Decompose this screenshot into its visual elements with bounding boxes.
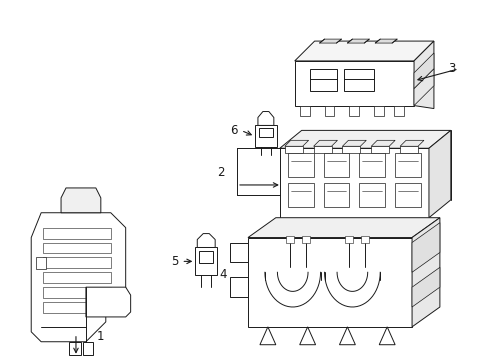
Polygon shape bbox=[300, 105, 310, 116]
Polygon shape bbox=[414, 41, 434, 109]
Polygon shape bbox=[197, 234, 215, 247]
Polygon shape bbox=[43, 257, 111, 268]
Polygon shape bbox=[288, 183, 314, 207]
Polygon shape bbox=[359, 183, 385, 207]
Polygon shape bbox=[412, 223, 440, 272]
Polygon shape bbox=[248, 238, 412, 327]
Polygon shape bbox=[31, 213, 125, 342]
Polygon shape bbox=[324, 105, 335, 116]
Polygon shape bbox=[259, 129, 273, 137]
Polygon shape bbox=[280, 130, 451, 148]
Polygon shape bbox=[323, 153, 349, 177]
Polygon shape bbox=[43, 228, 111, 239]
Polygon shape bbox=[199, 251, 213, 264]
Polygon shape bbox=[371, 140, 395, 146]
Polygon shape bbox=[397, 218, 411, 228]
Polygon shape bbox=[255, 125, 277, 147]
Polygon shape bbox=[248, 218, 440, 238]
Polygon shape bbox=[345, 235, 353, 243]
Polygon shape bbox=[196, 247, 217, 275]
Polygon shape bbox=[36, 257, 46, 269]
Polygon shape bbox=[395, 183, 421, 207]
Polygon shape bbox=[343, 140, 367, 146]
Polygon shape bbox=[61, 188, 101, 213]
Polygon shape bbox=[374, 105, 384, 116]
Text: 1: 1 bbox=[97, 330, 104, 343]
Polygon shape bbox=[414, 69, 434, 105]
Polygon shape bbox=[285, 146, 303, 153]
Polygon shape bbox=[280, 148, 429, 218]
Polygon shape bbox=[344, 69, 374, 91]
Polygon shape bbox=[343, 146, 360, 153]
Polygon shape bbox=[230, 243, 248, 262]
Text: 5: 5 bbox=[171, 255, 178, 268]
Polygon shape bbox=[361, 235, 369, 243]
Polygon shape bbox=[260, 327, 276, 345]
Polygon shape bbox=[294, 61, 414, 105]
Text: 6: 6 bbox=[230, 124, 238, 137]
Polygon shape bbox=[288, 153, 314, 177]
Polygon shape bbox=[319, 39, 342, 43]
Polygon shape bbox=[359, 153, 385, 177]
Polygon shape bbox=[325, 218, 340, 228]
Polygon shape bbox=[414, 53, 434, 89]
Polygon shape bbox=[43, 243, 111, 253]
Polygon shape bbox=[294, 41, 434, 61]
Polygon shape bbox=[285, 140, 309, 146]
Polygon shape bbox=[395, 153, 421, 177]
Polygon shape bbox=[69, 342, 81, 355]
Polygon shape bbox=[340, 327, 355, 345]
Polygon shape bbox=[43, 272, 111, 283]
Polygon shape bbox=[314, 146, 332, 153]
Polygon shape bbox=[347, 39, 369, 43]
Polygon shape bbox=[412, 267, 440, 307]
Text: 4: 4 bbox=[220, 268, 227, 281]
Text: 3: 3 bbox=[448, 62, 456, 75]
Polygon shape bbox=[286, 235, 294, 243]
Polygon shape bbox=[43, 302, 111, 313]
Polygon shape bbox=[43, 287, 111, 298]
Polygon shape bbox=[349, 105, 359, 116]
Polygon shape bbox=[379, 327, 395, 345]
Polygon shape bbox=[429, 130, 451, 218]
Polygon shape bbox=[230, 277, 248, 297]
Text: 2: 2 bbox=[218, 166, 225, 179]
Polygon shape bbox=[310, 69, 338, 91]
Polygon shape bbox=[258, 112, 274, 125]
Polygon shape bbox=[412, 218, 440, 327]
Polygon shape bbox=[375, 39, 397, 43]
Polygon shape bbox=[394, 105, 404, 116]
Polygon shape bbox=[400, 146, 418, 153]
Polygon shape bbox=[314, 140, 338, 146]
Polygon shape bbox=[300, 327, 316, 345]
Polygon shape bbox=[400, 140, 424, 146]
Polygon shape bbox=[86, 287, 131, 317]
Polygon shape bbox=[83, 342, 93, 355]
Polygon shape bbox=[361, 218, 375, 228]
Polygon shape bbox=[302, 235, 310, 243]
Polygon shape bbox=[323, 183, 349, 207]
Polygon shape bbox=[371, 146, 389, 153]
Polygon shape bbox=[290, 218, 304, 228]
